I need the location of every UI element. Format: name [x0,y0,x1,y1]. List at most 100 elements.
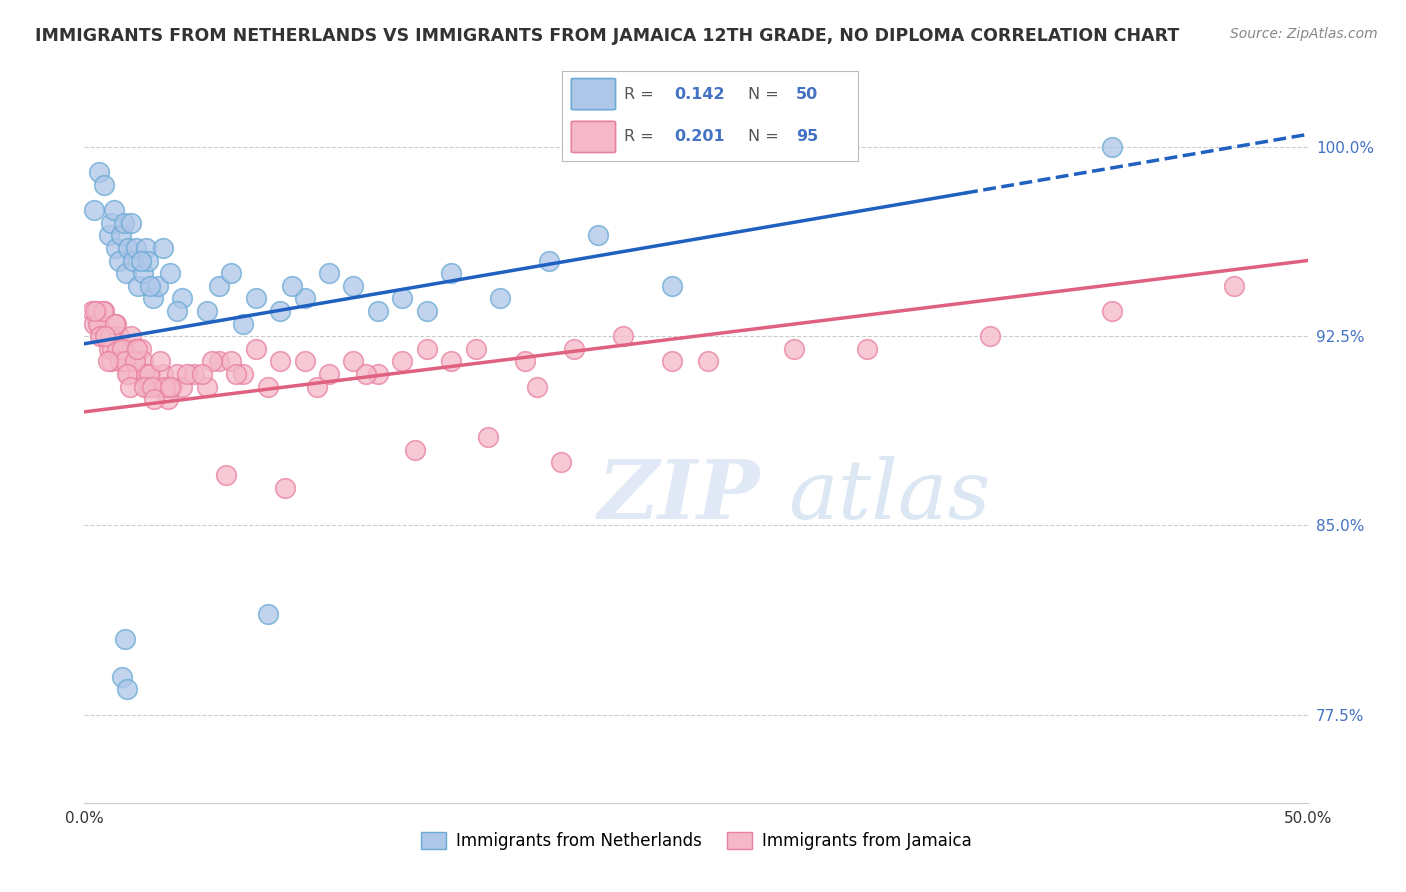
Point [149,354,172,368]
Point [93,178,115,192]
Point [122,253,145,268]
Point [342,354,364,368]
Point [96,329,118,343]
Point [114,632,136,646]
Point [132,266,155,280]
Point [232,367,254,381]
Point [139,278,162,293]
Point [87,317,110,331]
Text: 0.201: 0.201 [675,129,725,145]
Point [146,278,169,293]
Point [127,278,149,293]
Point [416,304,439,318]
Point [281,278,304,293]
Text: 95: 95 [796,129,818,145]
Point [127,367,149,381]
Point [172,291,194,305]
Point [550,455,572,469]
Point [91,304,114,318]
Point [84,304,107,318]
Point [141,379,163,393]
Point [125,342,148,356]
Point [101,342,124,356]
Text: 0.142: 0.142 [675,87,725,102]
Point [152,367,174,381]
Point [661,354,683,368]
Point [134,379,156,393]
Point [513,354,536,368]
Point [159,266,181,280]
Point [661,278,683,293]
Point [200,354,222,368]
Point [138,367,160,381]
Point [612,329,634,343]
Point [83,317,105,331]
Text: Source: ZipAtlas.com: Source: ZipAtlas.com [1230,27,1378,41]
Point [117,241,139,255]
Point [125,342,148,356]
Point [100,216,122,230]
Point [120,216,142,230]
Point [1101,140,1123,154]
Legend: Immigrants from Netherlands, Immigrants from Jamaica: Immigrants from Netherlands, Immigrants … [413,825,979,856]
Point [172,379,194,393]
Point [176,367,198,381]
Point [142,291,165,305]
Point [208,278,231,293]
Point [215,467,238,482]
Point [208,354,231,368]
Point [783,342,806,356]
Point [114,354,136,368]
Point [111,670,134,684]
Point [318,266,340,280]
Point [108,354,131,368]
Point [97,228,120,243]
Point [132,354,155,368]
Point [245,291,267,305]
Point [526,379,548,393]
Point [166,367,188,381]
Point [318,367,340,381]
Point [1223,278,1246,293]
Text: ZIP: ZIP [598,456,761,535]
Point [367,367,389,381]
Point [489,291,512,305]
Point [245,342,267,356]
Point [219,266,242,280]
Point [94,329,117,343]
Point [90,329,112,343]
Point [342,278,364,293]
Point [391,354,413,368]
Text: N =: N = [748,129,785,145]
Point [153,379,176,393]
Point [103,329,125,343]
Point [97,354,120,368]
Point [135,241,157,255]
Point [440,354,463,368]
Point [139,367,162,381]
Point [391,291,413,305]
Point [107,253,129,268]
Point [162,379,184,393]
Point [97,342,120,356]
Point [136,379,159,393]
FancyBboxPatch shape [571,78,616,110]
Point [159,379,181,393]
Point [105,317,128,331]
Point [115,367,138,381]
Point [112,354,135,368]
Point [183,367,205,381]
Point [464,342,486,356]
Point [104,317,127,331]
Point [118,379,141,393]
Point [87,165,110,179]
Point [117,367,139,381]
Point [195,379,218,393]
Point [93,304,115,318]
Point [274,481,297,495]
Point [98,329,121,343]
Point [80,304,103,318]
FancyBboxPatch shape [571,121,616,153]
Point [129,342,152,356]
Point [87,317,110,331]
